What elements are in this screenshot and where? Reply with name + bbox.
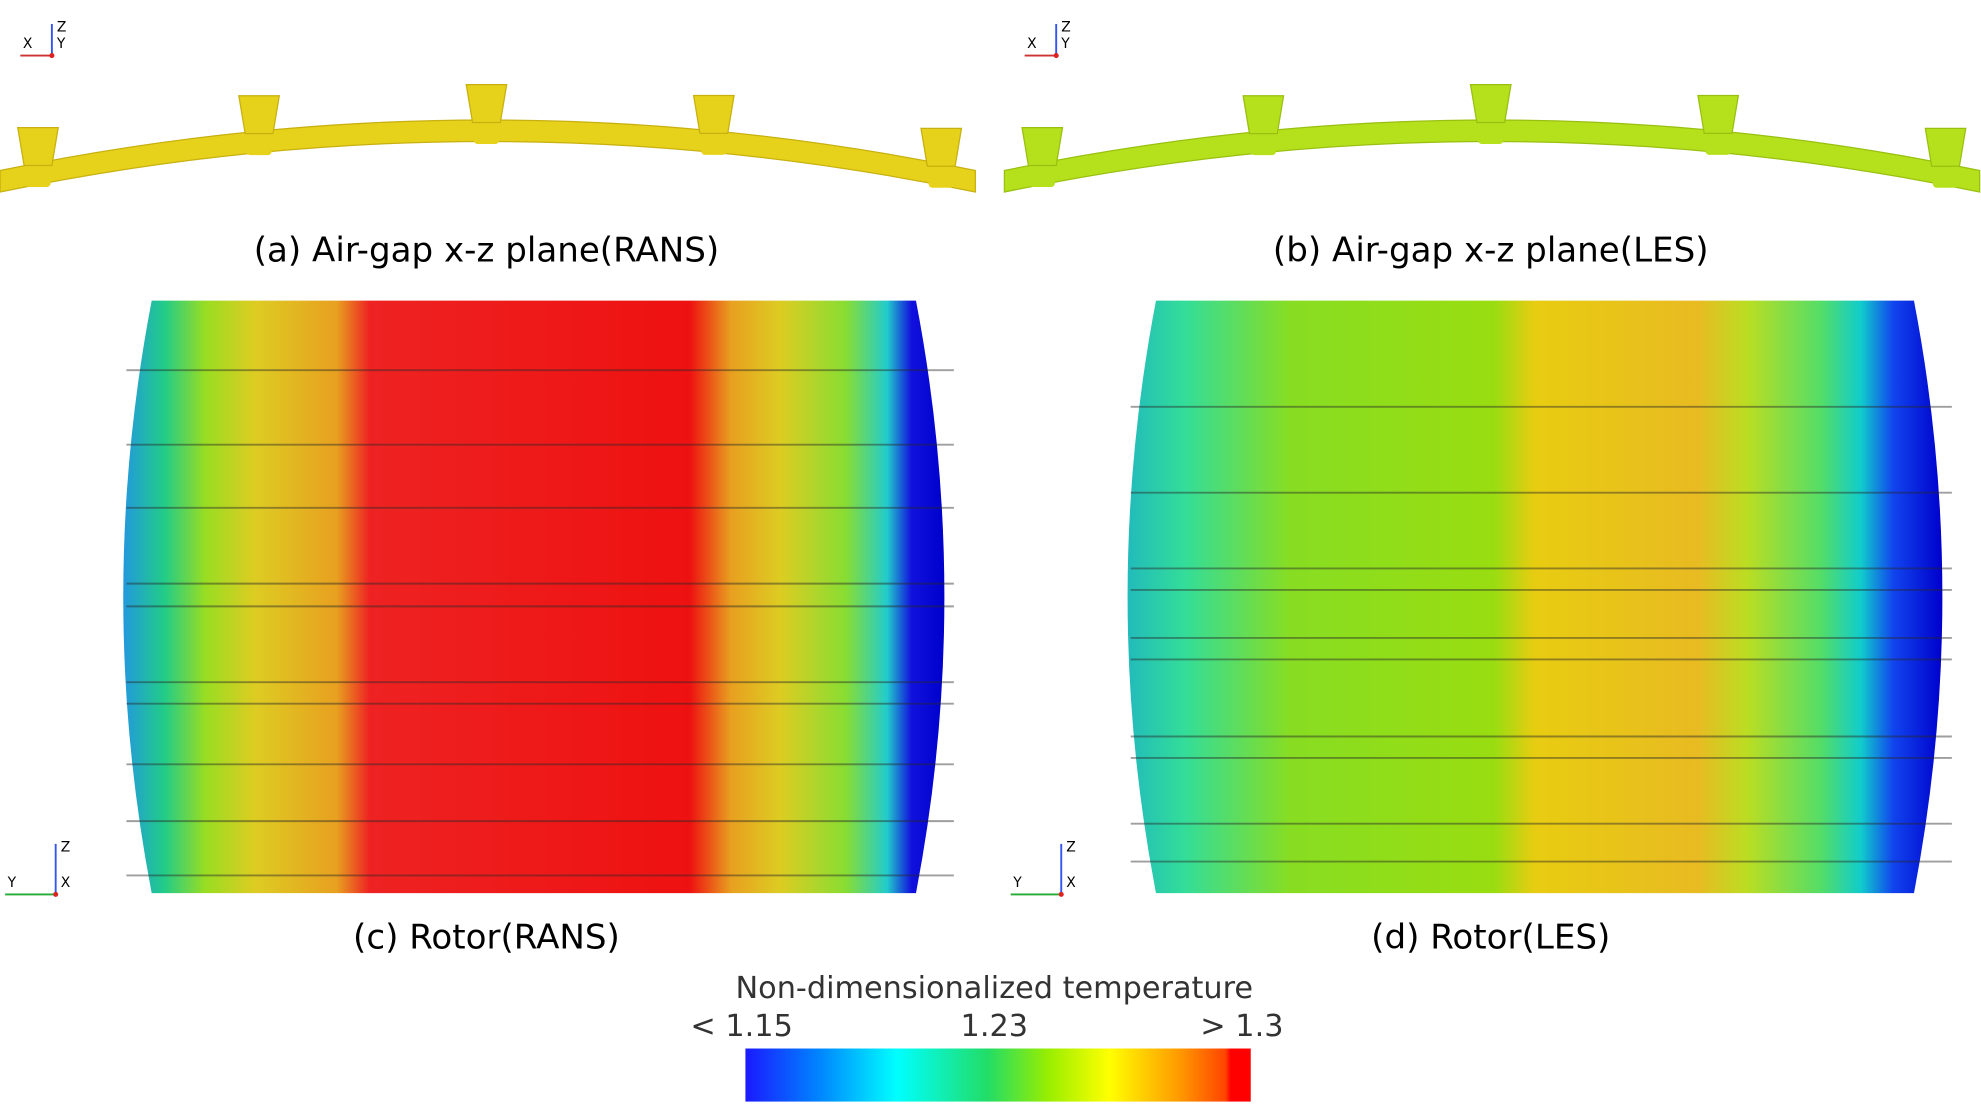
tooth-foot [1932, 176, 1959, 188]
tooth [1469, 84, 1512, 124]
legend-label: < 1.15 [690, 1009, 792, 1044]
tooth [1924, 127, 1967, 167]
tooth [465, 84, 508, 124]
axis-label: X [1066, 875, 1076, 891]
tooth-foot [928, 176, 954, 188]
panel-caption: (d) Rotor(LES) [1371, 918, 1610, 958]
axis-origin [1053, 53, 1059, 59]
tooth-foot [1478, 132, 1504, 145]
axis-label: X [61, 875, 71, 891]
axis-label: Y [56, 36, 66, 52]
tooth [1697, 94, 1740, 135]
panel-caption: (b) Air-gap x-z plane(LES) [1273, 230, 1709, 270]
axis-label: Z [57, 20, 67, 36]
air-gap-band [1003, 119, 1981, 193]
panel-caption: (c) Rotor(RANS) [353, 918, 620, 958]
rotor [1127, 300, 1943, 894]
axis-label: Y [7, 875, 17, 891]
tooth-foot [473, 132, 500, 145]
axis-label: Z [1061, 20, 1071, 36]
tooth-foot [246, 143, 272, 156]
axis-label: Z [61, 839, 71, 855]
tooth [920, 127, 963, 167]
rotor [123, 300, 945, 894]
legend-title: Non-dimensionalized temperature [736, 971, 1254, 1006]
tooth-foot [1029, 175, 1055, 187]
legend-label: 1.23 [961, 1009, 1028, 1044]
tooth-foot [1250, 143, 1277, 156]
axis-label: X [1027, 36, 1037, 52]
axis-origin [49, 53, 55, 59]
axis-origin [1058, 891, 1064, 897]
panel-caption: (a) Air-gap x-z plane(RANS) [254, 230, 719, 270]
tooth-foot [25, 175, 51, 187]
tooth [1242, 95, 1285, 135]
tooth [17, 126, 59, 167]
tooth [1021, 126, 1064, 167]
legend-label: > 1.3 [1200, 1009, 1283, 1044]
tooth [238, 95, 281, 135]
axis-origin [53, 891, 59, 897]
tooth-foot [701, 143, 727, 155]
colorbar [745, 1048, 1251, 1102]
axis-label: Z [1066, 839, 1076, 855]
axis-label: Y [1012, 875, 1022, 891]
axis-label: Y [1060, 36, 1070, 52]
axis-label: X [23, 36, 33, 52]
tooth [692, 94, 735, 135]
tooth-foot [1705, 143, 1731, 155]
air-gap-band [0, 119, 976, 193]
